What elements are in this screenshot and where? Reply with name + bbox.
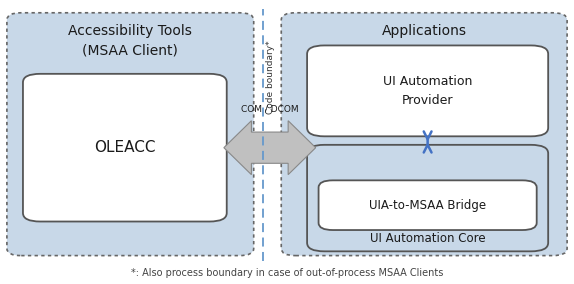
FancyBboxPatch shape <box>307 145 548 251</box>
Text: *: Also process boundary in case of out-of-process MSAA Clients: *: Also process boundary in case of out-… <box>131 268 443 278</box>
Text: OLEACC: OLEACC <box>94 140 156 155</box>
FancyBboxPatch shape <box>7 13 254 256</box>
Text: UI Automation Core: UI Automation Core <box>370 232 486 245</box>
Text: Code boundary*: Code boundary* <box>266 40 275 114</box>
Text: UIA-to-MSAA Bridge: UIA-to-MSAA Bridge <box>369 199 486 212</box>
Text: UI Automation
Provider: UI Automation Provider <box>383 75 472 107</box>
Text: Applications: Applications <box>382 24 467 38</box>
FancyBboxPatch shape <box>23 74 227 222</box>
FancyBboxPatch shape <box>281 13 567 256</box>
Polygon shape <box>224 121 316 175</box>
FancyBboxPatch shape <box>319 180 537 230</box>
Text: COM / DCOM: COM / DCOM <box>241 105 298 114</box>
Text: Accessibility Tools
(MSAA Client): Accessibility Tools (MSAA Client) <box>68 24 192 58</box>
FancyBboxPatch shape <box>307 45 548 136</box>
